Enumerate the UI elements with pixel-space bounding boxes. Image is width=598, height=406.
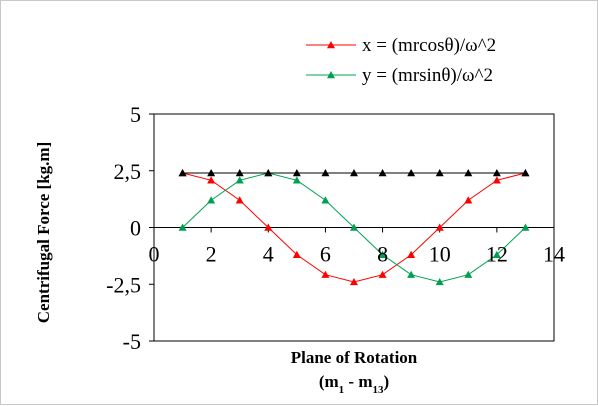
data-point [292,250,301,258]
data-point [435,277,444,286]
data-point [521,169,530,177]
series-1 [178,169,530,286]
data-point [292,176,301,184]
x-tick-label: 12 [486,242,508,267]
x-tick-label: 2 [206,242,217,267]
x-tick-label: 10 [429,242,451,267]
series-3 [178,169,530,177]
legend-marker [327,71,335,79]
data-point [207,176,216,184]
legend-entry: y = (mrsinθ)/ω^2 [306,65,493,86]
y-tick-label: -2,5 [106,272,141,297]
data-point [321,270,330,278]
data-point [435,223,444,231]
x-tick-label: 4 [263,242,274,267]
data-point [235,196,244,204]
data-point [464,169,473,177]
data-point [292,169,301,177]
tick-labels: 0 2 4 6 8 10 12 14 5 2,5 0 -2,5 -5 [106,102,565,354]
data-point [207,196,216,204]
data-point [492,176,501,184]
data-point [464,270,473,278]
data-point [378,270,387,278]
data-point [492,169,501,177]
legend-marker [327,41,335,49]
axes [149,113,555,342]
y-axis-label: Centrifugal Force [kg.m] [34,142,53,323]
data-point [407,169,416,177]
data-point [207,169,216,177]
legend-label: y = (mrsinθ)/ω^2 [362,65,493,86]
data-point [350,223,358,231]
legend-label: x = (mrcosθ)/ω^2 [362,35,496,56]
data-point [378,169,387,177]
series-layer [178,169,530,286]
data-point [321,169,330,177]
data-point [178,169,187,177]
data-point [235,176,244,184]
y-tick-label: -5 [123,329,141,354]
x-axis-label-subtitle: (m1 - m13) [319,372,389,396]
data-point [407,250,416,258]
data-point [492,250,501,258]
data-point [435,169,444,177]
data-point [464,196,473,204]
legend: x = (mrcosθ)/ω^2 y = (mrsinθ)/ω^2 [306,35,496,86]
data-point [407,270,416,278]
x-tick-label: 6 [320,242,331,267]
data-point [378,250,387,258]
x-axis-label: Plane of Rotation [291,348,418,367]
x-tick-label: 8 [377,242,388,267]
data-point [264,223,273,231]
legend-entry: x = (mrcosθ)/ω^2 [306,35,496,56]
data-point [235,169,244,177]
data-point [350,277,358,286]
data-point [321,196,330,204]
data-point [178,223,187,231]
data-point [350,169,358,177]
y-tick-label: 0 [130,216,141,241]
y-tick-label: 5 [130,102,141,127]
data-point [264,169,273,177]
x-tick-label: 14 [543,242,565,267]
x-tick-label: 0 [149,242,160,267]
data-point [521,223,530,231]
y-tick-label: 2,5 [114,159,142,184]
